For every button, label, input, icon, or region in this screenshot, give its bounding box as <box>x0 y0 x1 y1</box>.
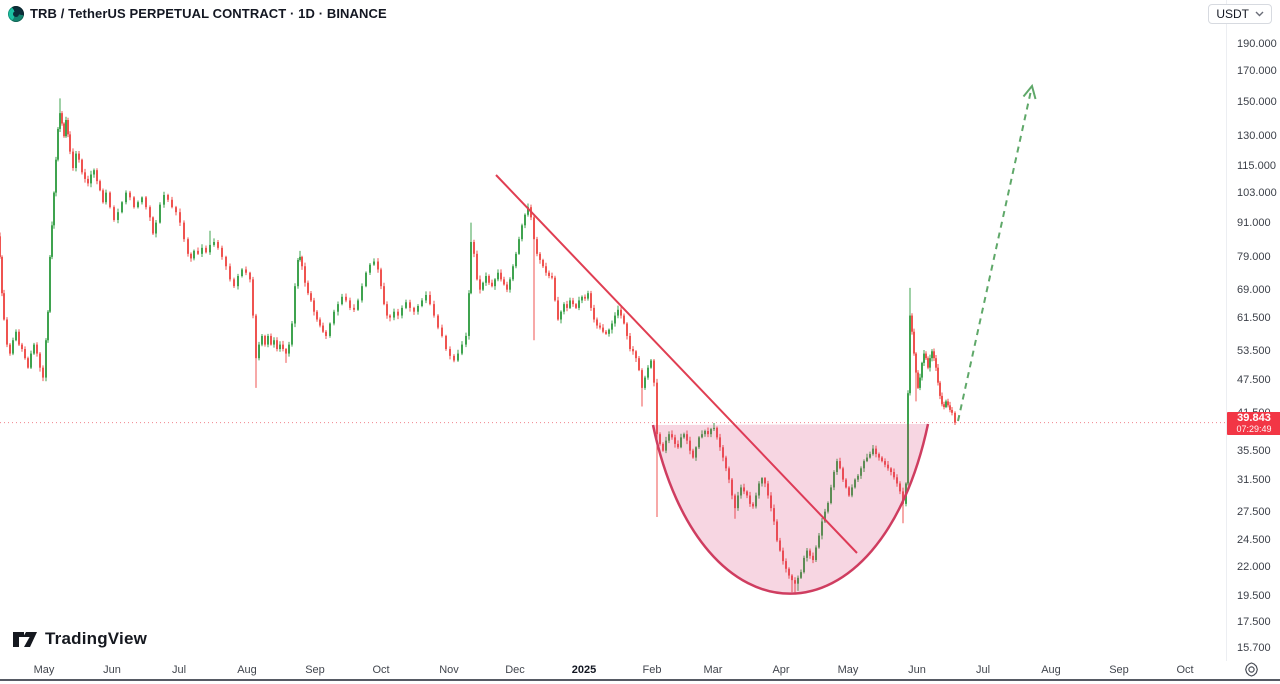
time-axis-label: Sep <box>305 664 325 676</box>
time-axis-label: Jul <box>171 664 187 676</box>
price-axis-label: 130.000 <box>1237 130 1277 143</box>
price-axis-label: 79.000 <box>1237 250 1271 263</box>
currency-unit-button[interactable]: USDT <box>1208 4 1272 24</box>
price-axis-label: 17.500 <box>1237 615 1271 628</box>
descending-trendline[interactable] <box>495 174 858 554</box>
chevron-down-icon <box>1255 11 1264 17</box>
time-axis-label: Aug <box>1041 664 1061 676</box>
price-axis-label: 61.500 <box>1237 311 1271 324</box>
chart-header: TRB / TetherUS PERPETUAL CONTRACT · 1D ·… <box>0 0 1280 28</box>
price-axis-label: 103.000 <box>1237 186 1277 199</box>
time-axis-label: Jul <box>975 664 991 676</box>
tradingview-logo-icon <box>13 631 37 647</box>
currency-unit-label: USDT <box>1216 7 1249 21</box>
trb-coin-icon <box>8 6 24 22</box>
bar-countdown: 07:29:49 <box>1236 424 1272 435</box>
breakout-arrow[interactable] <box>957 83 1037 422</box>
time-axis-label: May <box>837 664 859 676</box>
time-axis-label: 2025 <box>571 664 597 676</box>
price-axis-label: 115.000 <box>1237 159 1276 172</box>
cup-pattern[interactable] <box>651 423 930 595</box>
last-price-value: 39.843 <box>1237 412 1271 425</box>
time-axis-label: Feb <box>642 664 662 676</box>
tradingview-logo[interactable]: TradingView <box>13 629 147 649</box>
axis-corner-cell <box>1226 661 1280 679</box>
price-axis-label: 35.500 <box>1237 444 1271 457</box>
price-axis-label: 47.500 <box>1237 374 1271 387</box>
price-axis-label: 150.000 <box>1237 95 1277 108</box>
time-axis-label: Aug <box>237 664 257 676</box>
bottom-divider <box>0 679 1280 681</box>
price-axis-label: 170.000 <box>1237 65 1277 78</box>
time-axis-label: Mar <box>703 664 723 676</box>
price-axis-label: 53.500 <box>1237 345 1271 358</box>
time-axis-label: Oct <box>1176 664 1194 676</box>
chart-canvas[interactable] <box>0 0 1280 661</box>
tradingview-logo-text: TradingView <box>45 629 148 648</box>
price-axis-label: 27.500 <box>1237 506 1271 519</box>
time-axis-label: Jun <box>908 664 926 676</box>
price-axis-label: 22.000 <box>1237 560 1271 573</box>
time-axis-label: Sep <box>1109 664 1129 676</box>
time-axis-label: Jun <box>103 664 121 676</box>
last-price-badge: 39.843 07:29:49 <box>1227 412 1280 436</box>
price-axis-label: 15.700 <box>1237 642 1271 655</box>
settings-gear-icon[interactable] <box>1243 661 1260 678</box>
price-axis-label: 69.000 <box>1237 283 1271 296</box>
candlestick-series <box>0 98 956 595</box>
price-axis[interactable]: 39.843 07:29:49 190.000 170.000 150.000 130… <box>1226 0 1280 661</box>
time-axis-label: Oct <box>372 664 390 676</box>
time-axis[interactable]: May Jun Jul Aug Sep Oct Nov Dec 2025 Feb Mar Apr May… <box>0 661 1226 679</box>
time-axis-label: May <box>33 664 55 676</box>
symbol-title[interactable]: TRB / TetherUS PERPETUAL CONTRACT · 1D ·… <box>30 6 387 21</box>
price-axis-label: 31.500 <box>1237 473 1271 486</box>
time-axis-label: Nov <box>439 664 459 676</box>
price-axis-label: 190.000 <box>1237 38 1277 51</box>
price-axis-label: 91.000 <box>1237 216 1271 229</box>
time-axis-label: Dec <box>505 664 525 676</box>
time-axis-label: Apr <box>772 664 790 676</box>
price-axis-label: 19.500 <box>1237 589 1271 602</box>
price-axis-label: 24.500 <box>1237 534 1271 547</box>
